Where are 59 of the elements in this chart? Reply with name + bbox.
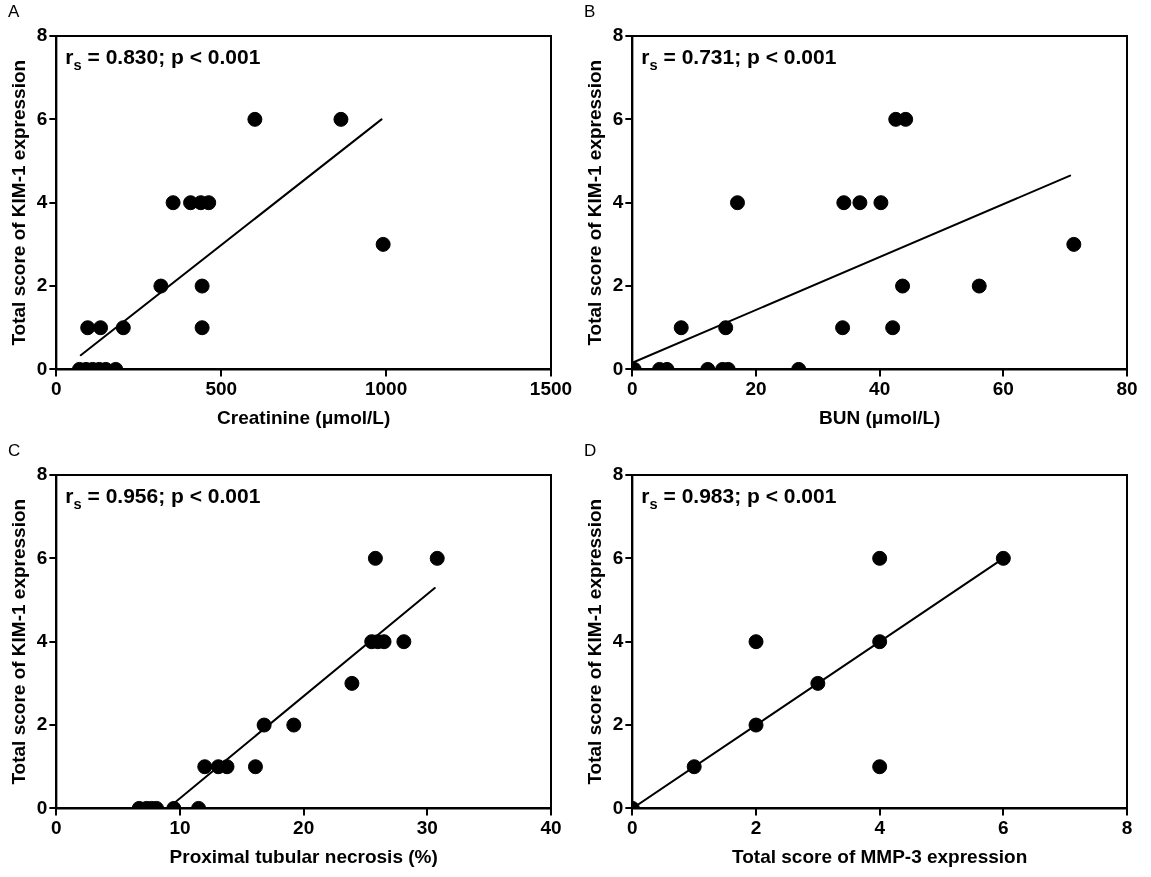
x-tick-label: 60 <box>992 378 1014 400</box>
y-tick-label: 8 <box>612 463 624 485</box>
point <box>872 759 888 775</box>
y-tick-label: 8 <box>36 24 48 46</box>
point <box>995 550 1011 566</box>
y-axis-title: Total score of KIM-1 expression <box>583 498 605 785</box>
y-tick-label: 2 <box>612 274 624 296</box>
y-tick-label: 0 <box>612 357 624 379</box>
y-tick-label: 6 <box>612 546 624 568</box>
point <box>748 717 764 733</box>
x-tick-label: 20 <box>745 378 767 400</box>
x-tick-label: 6 <box>998 817 1009 839</box>
chart-title: B <box>584 2 596 22</box>
y-axis-title: Total score of KIM-1 expression <box>7 498 29 785</box>
x-axis-title: Total score of MMP-3 expression <box>732 845 1028 867</box>
y-tick-label: 4 <box>612 629 624 651</box>
x-axis-title: BUN (μmol/L) <box>818 406 941 428</box>
x-tick-label: 0 <box>51 817 62 839</box>
x-tick-label: 0 <box>627 378 638 400</box>
chart-title: A <box>8 2 20 22</box>
x-tick-label: 1500 <box>529 378 573 400</box>
chart-title: C <box>8 441 21 461</box>
x-tick-label: 0 <box>627 817 638 839</box>
point <box>872 634 888 650</box>
point <box>810 675 826 691</box>
x-tick-label: 40 <box>540 817 562 839</box>
y-tick-label: 8 <box>36 463 48 485</box>
x-axis-title: Creatinine (μmol/L) <box>217 406 391 428</box>
y-tick-label: 2 <box>36 274 48 296</box>
x-axis-title: Proximal tubular necrosis (%) <box>169 845 438 867</box>
x-tick-label: 10 <box>169 817 191 839</box>
x-tick-label: 8 <box>1121 817 1133 839</box>
x-tick-label: 1000 <box>364 378 408 400</box>
x-tick-label: 30 <box>416 817 438 839</box>
chart-title: D <box>584 441 597 461</box>
y-tick-label: 6 <box>612 107 624 129</box>
y-tick-label: 4 <box>36 190 48 212</box>
y-axis-title: Total score of KIM-1 expression <box>583 59 605 346</box>
point <box>748 634 764 650</box>
y-tick-label: 4 <box>612 190 624 212</box>
point <box>872 550 888 566</box>
y-tick-label: 6 <box>36 546 48 568</box>
y-axis-title: Total score of KIM-1 expression <box>7 59 29 346</box>
x-tick-label: 500 <box>205 378 238 400</box>
y-tick-label: 2 <box>612 713 624 735</box>
y-tick-label: 0 <box>612 796 624 818</box>
x-tick-label: 80 <box>1116 378 1138 400</box>
x-tick-label: 20 <box>293 817 315 839</box>
x-tick-label: 2 <box>750 817 762 839</box>
y-tick-label: 0 <box>36 796 48 818</box>
x-tick-label: 4 <box>874 817 886 839</box>
y-tick-label: 6 <box>36 107 48 129</box>
x-tick-label: 40 <box>869 378 891 400</box>
x-tick-label: 0 <box>51 378 62 400</box>
y-tick-label: 4 <box>36 629 48 651</box>
point <box>686 759 702 775</box>
y-tick-label: 8 <box>612 24 624 46</box>
y-tick-label: 0 <box>36 357 48 379</box>
y-tick-label: 2 <box>36 713 48 735</box>
